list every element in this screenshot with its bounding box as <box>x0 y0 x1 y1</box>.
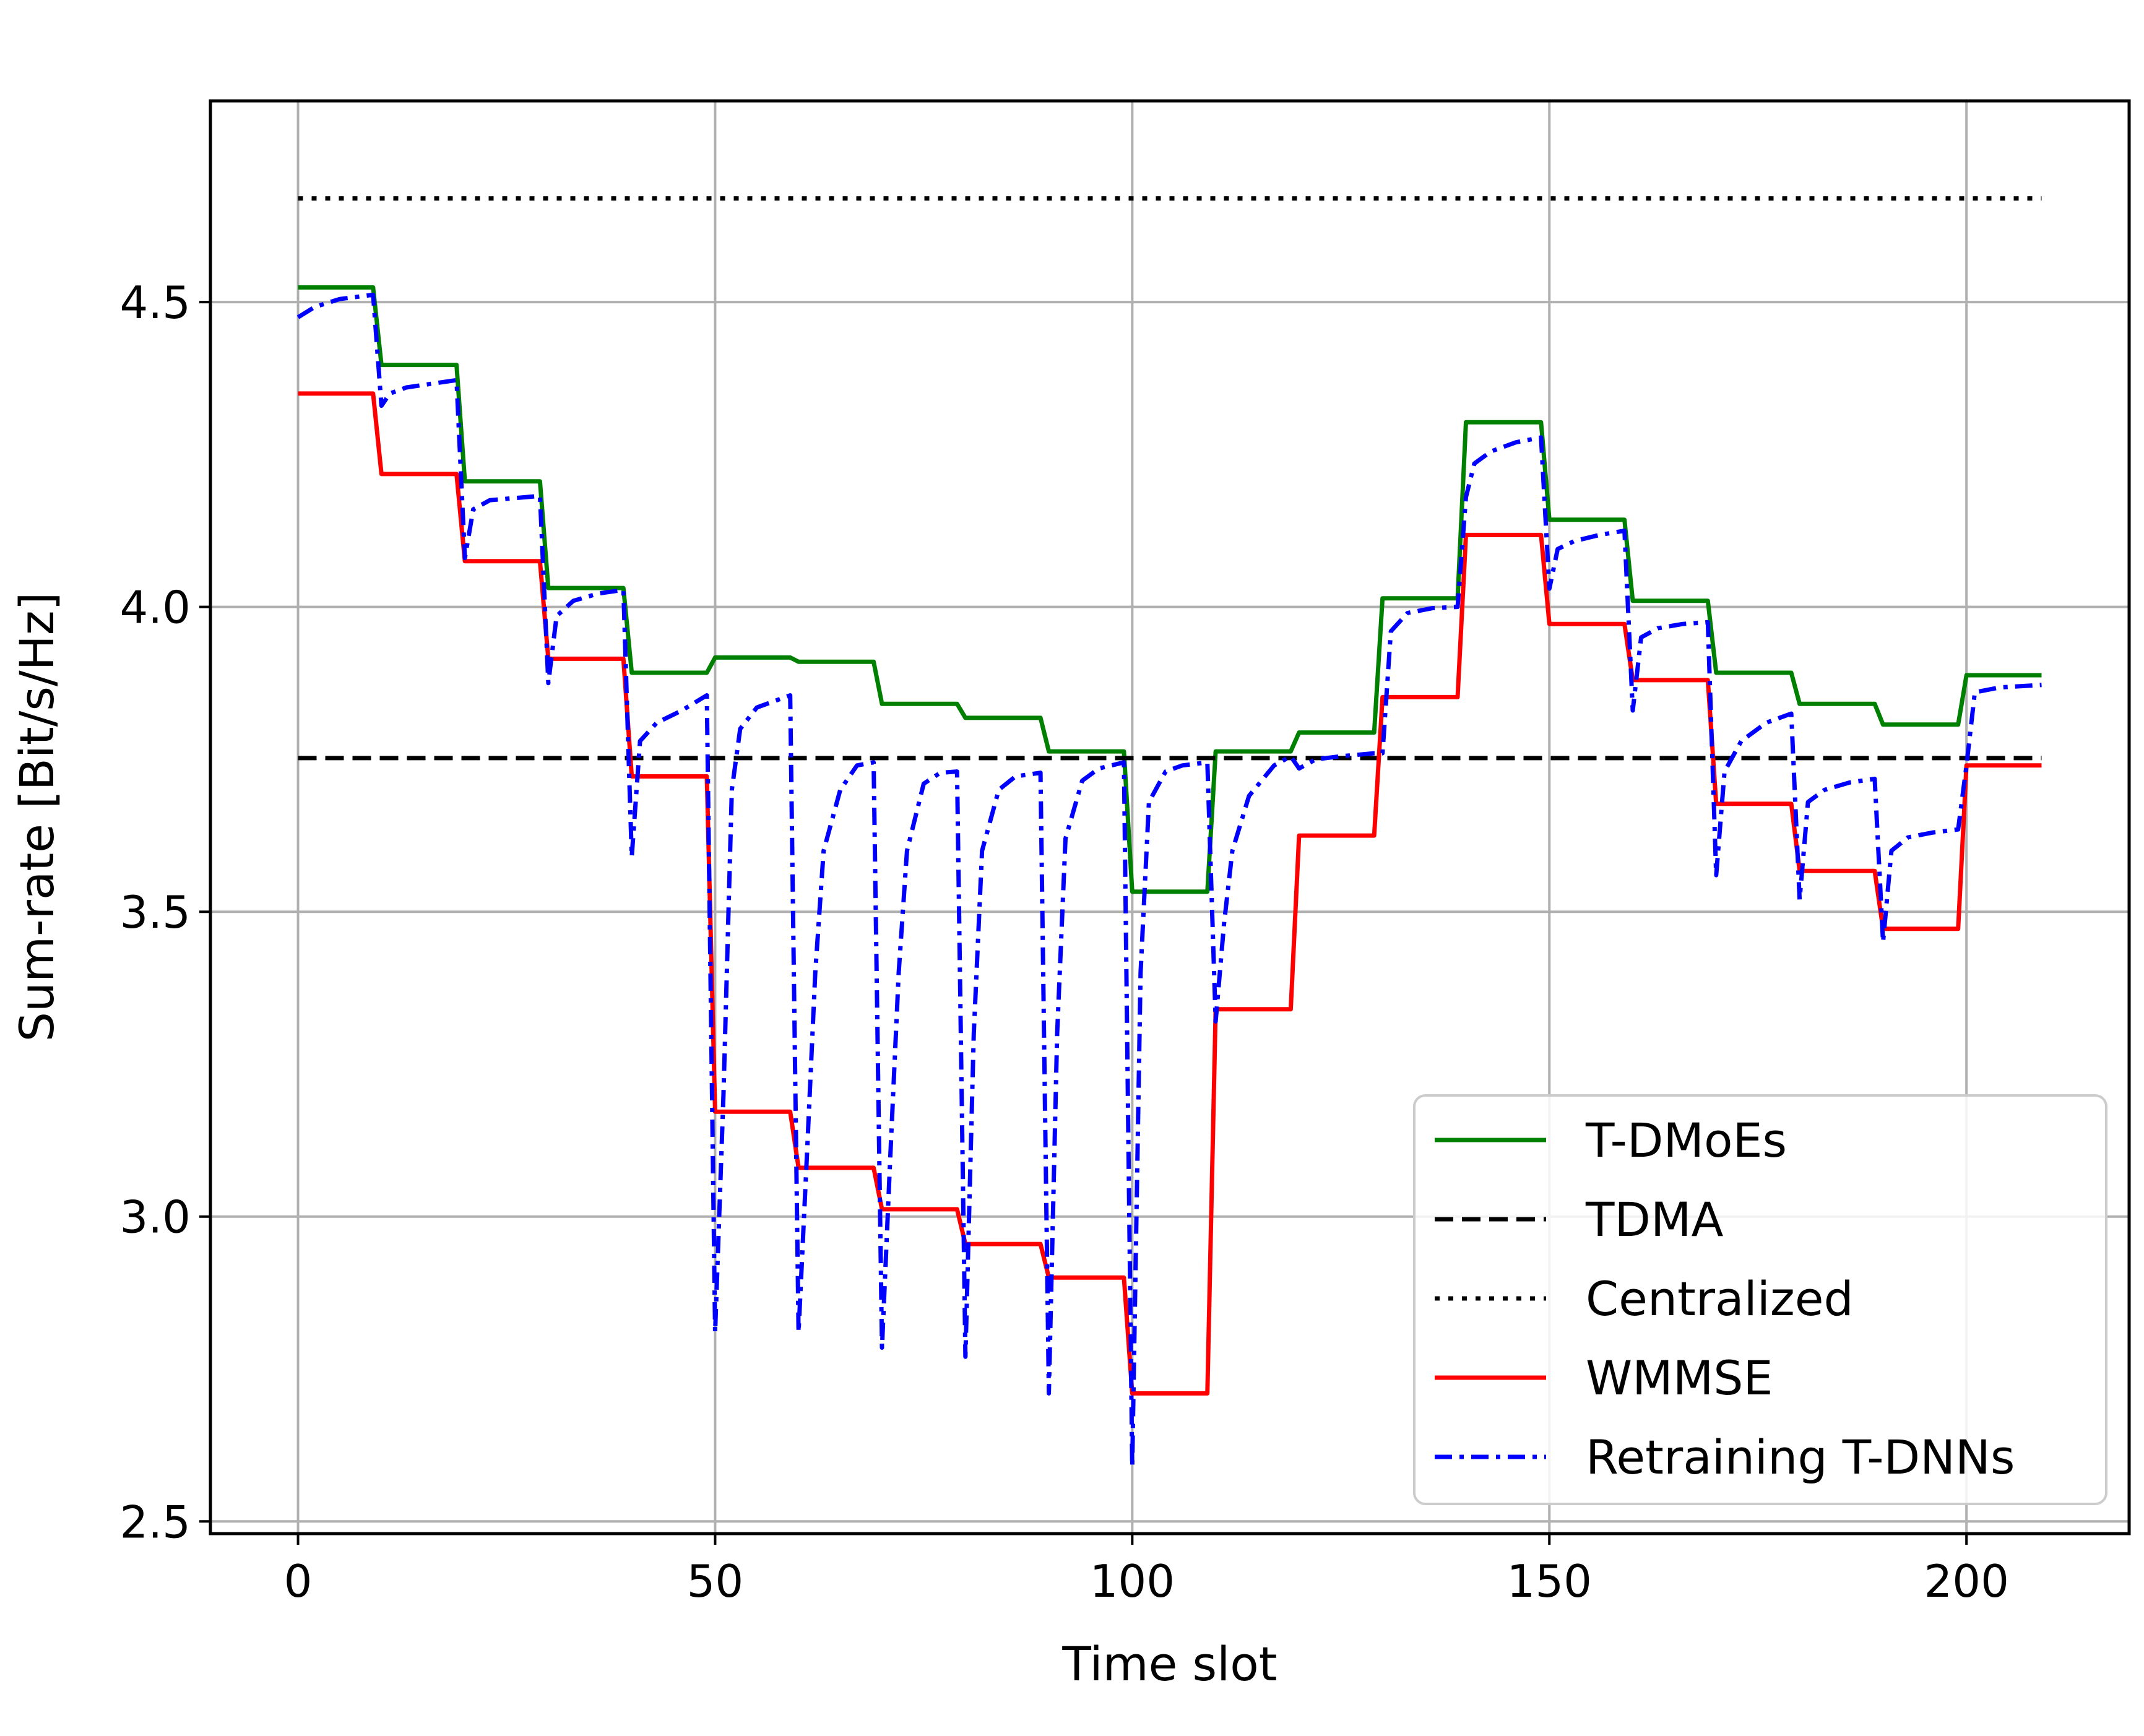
x-axis: 0 50 100 150 200 <box>284 1534 2009 1607</box>
y-tick-label: 4.0 <box>119 582 191 634</box>
y-tick-label: 3.5 <box>119 886 191 938</box>
x-tick-label: 150 <box>1507 1555 1592 1607</box>
x-tick-label: 50 <box>687 1555 744 1607</box>
plot-area <box>296 196 2042 1469</box>
y-tick-label: 2.5 <box>119 1496 191 1548</box>
legend-label-retraining-t-dnns: Retraining T-DNNs <box>1586 1430 2015 1485</box>
y-tick-label: 3.0 <box>119 1191 191 1243</box>
legend-label-t-dmoes: T-DMoEs <box>1585 1113 1787 1168</box>
legend-label-wmmse: WMMSE <box>1586 1350 1773 1406</box>
legend-box <box>1413 1094 2107 1505</box>
legend-label-tdma: TDMA <box>1585 1192 1724 1247</box>
x-tick-label: 100 <box>1090 1555 1175 1607</box>
series-line-wmmse <box>298 391 2042 1396</box>
series-line-t-dmoes <box>298 285 2042 894</box>
x-axis-label: Time slot <box>1061 1636 1277 1691</box>
legend-label-centralized: Centralized <box>1586 1271 1854 1326</box>
series-line-retraining-t-dnns <box>296 292 2042 1469</box>
x-tick-label: 200 <box>1924 1555 2008 1607</box>
y-axis-label: Sum-rate [Bit/s/Hz] <box>9 592 64 1042</box>
axes-frame <box>209 99 2131 1535</box>
y-tick-label: 4.5 <box>119 277 191 329</box>
x-tick-label: 0 <box>284 1555 313 1607</box>
y-axis: 2.5 3.0 3.5 4.0 4.5 <box>119 277 210 1548</box>
legend: T-DMoEs TDMA Centralized WMMSE Retraining T-… <box>1413 1094 2107 1505</box>
